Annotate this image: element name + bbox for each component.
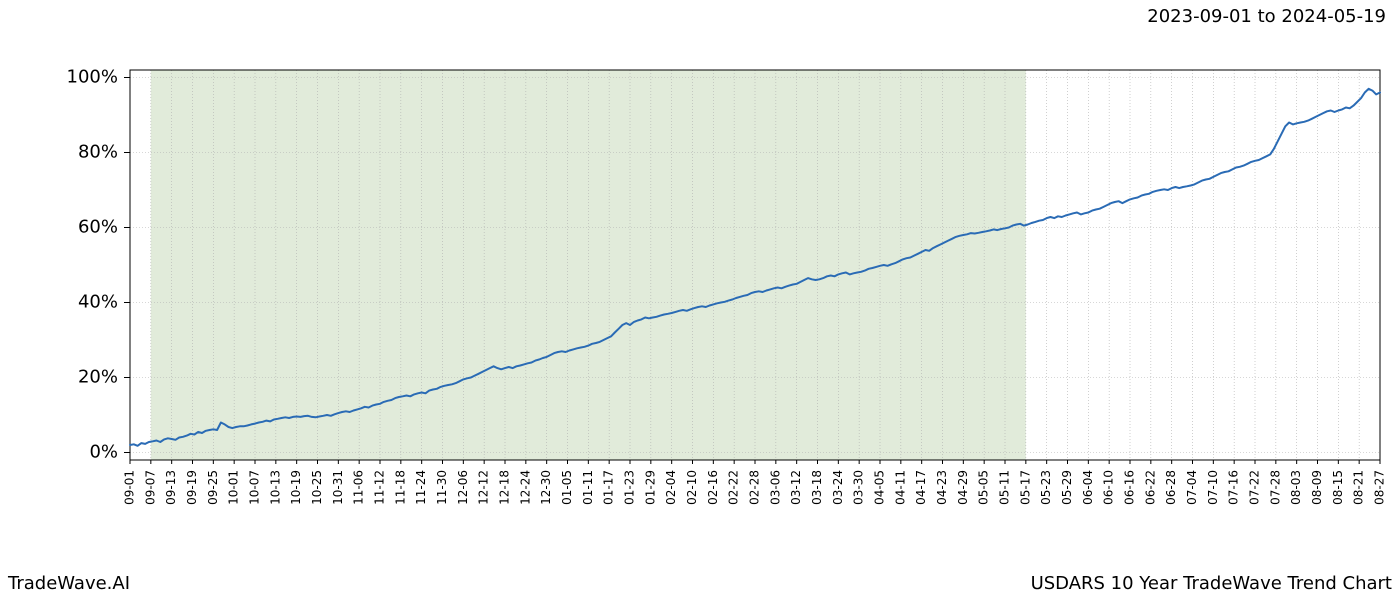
svg-text:11-18: 11-18: [393, 470, 407, 505]
svg-text:05-29: 05-29: [1060, 470, 1074, 505]
svg-text:08-21: 08-21: [1352, 470, 1366, 505]
svg-text:09-13: 09-13: [164, 470, 178, 505]
svg-text:03-06: 03-06: [768, 470, 782, 505]
svg-text:06-22: 06-22: [1143, 470, 1157, 505]
svg-text:0%: 0%: [89, 442, 118, 463]
chart-title-label: USDARS 10 Year TradeWave Trend Chart: [1031, 573, 1392, 594]
date-range-label: 2023-09-01 to 2024-05-19: [1147, 6, 1386, 27]
svg-text:10-13: 10-13: [268, 470, 282, 505]
svg-text:01-11: 01-11: [581, 470, 595, 505]
svg-text:05-23: 05-23: [1039, 470, 1053, 505]
trend-chart: 0% 20% 40% 60% 80% 100% 09-01 09-07 09-13 09-19 09…: [0, 40, 1400, 560]
svg-text:08-15: 08-15: [1331, 470, 1345, 505]
svg-text:02-04: 02-04: [664, 470, 678, 505]
svg-text:04-11: 04-11: [893, 470, 907, 505]
svg-text:12-24: 12-24: [518, 470, 532, 505]
svg-text:06-16: 06-16: [1123, 470, 1137, 505]
svg-text:11-30: 11-30: [435, 470, 449, 505]
svg-text:08-27: 08-27: [1373, 470, 1387, 505]
svg-text:12-12: 12-12: [477, 470, 491, 505]
svg-text:100%: 100%: [67, 67, 118, 88]
svg-text:20%: 20%: [78, 367, 118, 388]
svg-text:12-06: 12-06: [456, 470, 470, 505]
svg-text:07-22: 07-22: [1248, 470, 1262, 505]
svg-text:12-18: 12-18: [498, 470, 512, 505]
svg-text:06-10: 06-10: [1102, 470, 1116, 505]
svg-text:09-25: 09-25: [206, 470, 220, 505]
svg-text:06-04: 06-04: [1081, 470, 1095, 505]
svg-text:11-06: 11-06: [352, 470, 366, 505]
svg-text:09-19: 09-19: [185, 470, 199, 505]
svg-text:40%: 40%: [78, 292, 118, 313]
svg-text:05-17: 05-17: [1018, 470, 1032, 505]
svg-text:05-11: 05-11: [998, 470, 1012, 505]
svg-text:11-12: 11-12: [373, 470, 387, 505]
svg-text:01-05: 01-05: [560, 470, 574, 505]
svg-text:02-10: 02-10: [685, 470, 699, 505]
svg-text:10-31: 10-31: [331, 470, 345, 505]
svg-text:04-29: 04-29: [956, 470, 970, 505]
svg-text:03-30: 03-30: [852, 470, 866, 505]
svg-text:04-23: 04-23: [935, 470, 949, 505]
svg-text:11-24: 11-24: [414, 470, 428, 505]
chart-container: 0% 20% 40% 60% 80% 100% 09-01 09-07 09-13 09-19 09…: [0, 40, 1400, 560]
svg-text:60%: 60%: [78, 217, 118, 238]
svg-text:04-17: 04-17: [914, 470, 928, 505]
svg-text:08-03: 08-03: [1289, 470, 1303, 505]
svg-text:09-07: 09-07: [143, 470, 157, 505]
svg-text:03-18: 03-18: [810, 470, 824, 505]
svg-text:01-29: 01-29: [643, 470, 657, 505]
svg-text:02-16: 02-16: [706, 470, 720, 505]
svg-text:02-28: 02-28: [748, 470, 762, 505]
svg-text:10-19: 10-19: [289, 470, 303, 505]
svg-text:04-05: 04-05: [873, 470, 887, 505]
svg-text:07-10: 07-10: [1206, 470, 1220, 505]
svg-text:01-17: 01-17: [602, 470, 616, 505]
svg-text:07-04: 07-04: [1185, 470, 1199, 505]
svg-text:06-28: 06-28: [1164, 470, 1178, 505]
svg-text:07-28: 07-28: [1268, 470, 1282, 505]
brand-label: TradeWave.AI: [8, 573, 130, 594]
svg-text:10-25: 10-25: [310, 470, 324, 505]
svg-text:09-01: 09-01: [123, 470, 137, 505]
svg-text:03-12: 03-12: [789, 470, 803, 505]
svg-text:02-22: 02-22: [727, 470, 741, 505]
svg-text:12-30: 12-30: [539, 470, 553, 505]
svg-text:07-16: 07-16: [1227, 470, 1241, 505]
svg-text:03-24: 03-24: [831, 470, 845, 505]
svg-text:10-07: 10-07: [248, 470, 262, 505]
svg-text:01-23: 01-23: [623, 470, 637, 505]
svg-text:80%: 80%: [78, 142, 118, 163]
svg-text:10-01: 10-01: [227, 470, 241, 505]
svg-text:05-05: 05-05: [977, 470, 991, 505]
svg-text:08-09: 08-09: [1310, 470, 1324, 505]
